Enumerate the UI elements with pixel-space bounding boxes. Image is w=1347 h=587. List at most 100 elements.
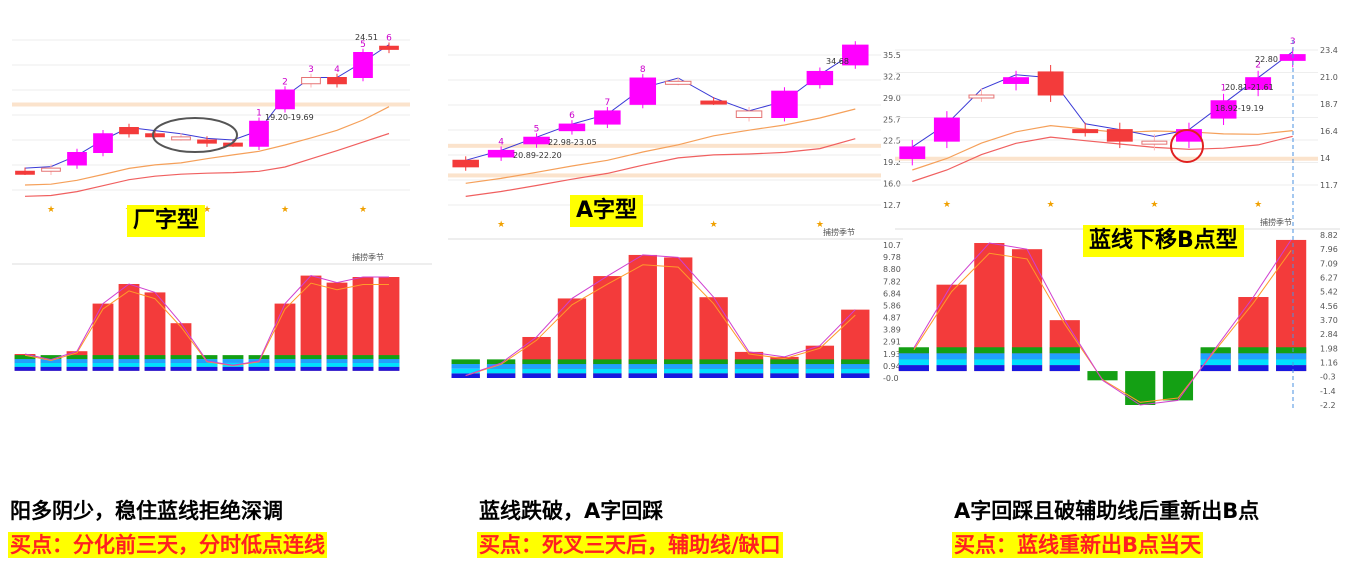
indicator-stripe [1011,347,1043,354]
indicator-stripe [593,373,622,378]
indicator-stripe [40,366,62,371]
candle [67,152,87,166]
indicator-stripe [352,362,374,367]
indicator-stripe [522,368,551,374]
candle [968,94,995,99]
indicator-bar [118,284,140,371]
candle [452,159,479,168]
star-marker: ★ [497,220,505,230]
star-marker: ★ [359,205,367,215]
indicator-stripe [300,362,322,367]
y-tick-label: 8.80 [883,265,901,274]
indicator-stripe [118,362,140,367]
candle [379,45,399,50]
support-band [448,173,881,178]
indicator-stripe [628,373,657,378]
indicator-bar [628,254,657,378]
indicator-bar [144,292,166,371]
indicator-stripe [248,355,270,360]
pattern-caption: 阳多阴少，稳住蓝线拒绝深调 [10,499,283,523]
indicator-stripe [222,366,244,371]
capture-label: 捕捞季节 [352,252,384,262]
indicator-stripe [734,364,764,369]
indicator-stripe [1049,353,1080,360]
count-label: 2 [282,77,288,87]
indicator-stripe [300,366,322,371]
candle [41,167,61,172]
ma-line-orange [24,106,390,186]
star-marker: ★ [1254,200,1262,210]
indicator-stripe [936,353,967,360]
support-band [895,156,1318,161]
star-marker: ★ [710,220,718,230]
y-tick-label: 5.42 [1320,288,1338,297]
price-label: 34.68 [826,57,849,66]
indicator-stripe [92,355,114,360]
indicator-stripe [144,362,166,367]
indicator-stripe [699,368,728,374]
indicator-stripe [378,362,400,367]
indicator-stripe [699,359,728,365]
indicator-stripe [196,355,218,360]
y-tick-label: 21.0 [1320,73,1338,82]
y-tick-label: 6.84 [883,289,901,298]
candle [771,90,798,119]
count-label: 5 [534,124,540,134]
indicator-stripe [1238,353,1269,360]
indicator-stripe [1276,359,1307,366]
y-tick-label: 29.0 [883,94,901,103]
indicator-stripe [664,364,693,369]
ma-line-red [24,132,390,197]
range-label: 19.20-19.69 [265,113,314,122]
indicator-stripe [805,368,835,374]
indicator-stripe [841,364,870,369]
indicator-stripe [557,368,587,374]
y-tick-label: 35.5 [883,51,901,60]
candle [899,146,926,159]
indicator-stripe [557,364,587,369]
indicator-stripe [664,368,693,374]
indicator-stripe [352,355,374,360]
indicator-stripe [593,359,622,365]
y-tick-label: 0.94 [883,362,901,371]
indicator-stripe [699,364,728,369]
indicator-stripe [378,355,400,360]
indicator-stripe [1049,365,1080,372]
indicator-stripe [352,366,374,371]
candle [664,80,692,85]
indicator-stripe [274,366,296,371]
indicator-stripe [628,368,657,374]
indicator-stripe [974,353,1005,360]
y-tick-label: 22.5 [883,137,901,146]
range-label: 22.98-23.05 [548,138,597,147]
indicator-stripe [274,359,296,363]
indicator-stripe [66,362,88,367]
indicator-stripe [352,359,374,363]
y-tick-label: 7.82 [883,277,901,286]
pattern-caption: A字回踩且破辅助线后重新出B点 [954,499,1260,523]
y-tick-label: -0.3 [1320,373,1336,382]
y-tick-label: 8.82 [1320,231,1338,240]
indicator-bar [1087,371,1118,381]
capture-label: 捕捞季节 [823,227,855,237]
y-tick-label: 4.87 [883,314,901,323]
candle [15,170,35,175]
buy-point-text: 买点：死叉三天后，辅助线/缺口 [477,532,783,558]
y-tick-label: 16.4 [1320,127,1338,136]
candle [700,100,727,105]
indicator-stripe [898,359,929,366]
indicator-bar [352,277,374,371]
indicator-stripe [557,359,587,365]
y-tick-label: 32.2 [883,72,901,81]
indicator-stripe [805,364,835,369]
candle [806,70,834,86]
star-marker: ★ [203,205,211,215]
indicator-stripe [522,359,551,365]
y-tick-label: -2.2 [1320,401,1336,410]
y-tick-label: 3.89 [883,326,901,335]
star-marker: ★ [943,200,951,210]
candle [145,133,165,138]
indicator-stripe [170,362,192,367]
y-tick-label: -1.4 [1320,387,1336,396]
indicator-stripe [936,347,967,354]
